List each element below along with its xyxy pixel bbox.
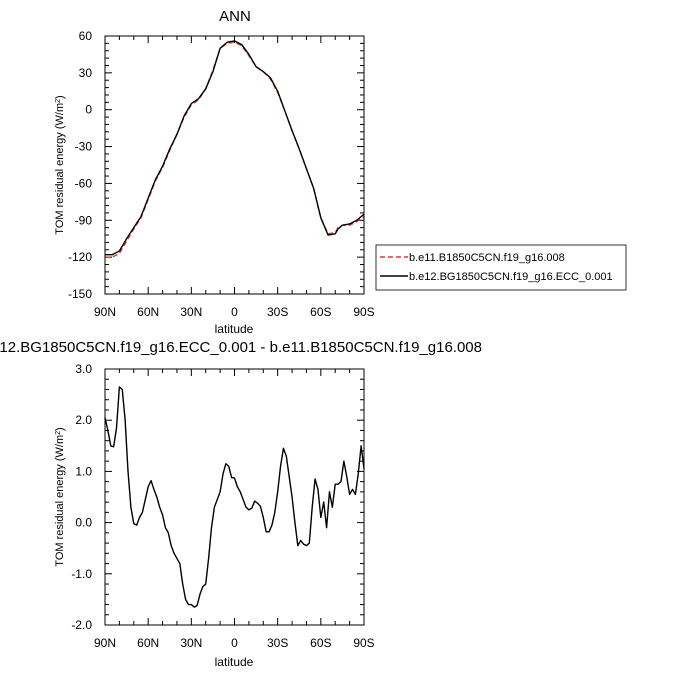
top-y-tick-label: 30 — [79, 66, 93, 80]
top-y-tick-label: -120 — [68, 250, 92, 264]
top-axis-ticks: 90N 60N 30N 0 30S 60S 90S -150 -120 -90 -60 -30 0 30 6… — [68, 29, 375, 319]
bottom-plot-frame — [104, 368, 365, 626]
bottom-y-tick-label: -2.0 — [71, 618, 92, 632]
top-x-tick-label: 60S — [310, 305, 331, 319]
bottom-x-tick-label: 90N — [94, 636, 116, 650]
top-y-tick-label: -90 — [75, 213, 93, 227]
top-y-tick-label: 60 — [79, 29, 93, 43]
bottom-x-tick-label: 60S — [310, 636, 331, 650]
top-chart-title: ANN — [219, 8, 251, 25]
bottom-series-lines — [104, 386, 365, 608]
top-x-tick-label: 60N — [137, 305, 159, 319]
top-plot-frame — [104, 35, 365, 295]
top-y-tick-label: -150 — [68, 287, 92, 301]
bottom-x-tick-label: 30N — [180, 636, 202, 650]
top-series-line-2 — [105, 40, 365, 256]
legend-entry-series-2: b.e12.BG1850C5CN.f19_g16.ECC_0.001 — [409, 271, 613, 283]
bottom-y-tick-label: 1.0 — [75, 464, 92, 478]
bottom-y-tick-label: 0.0 — [75, 516, 92, 530]
top-x-tick-label: 0 — [231, 305, 238, 319]
top-x-tick-label: 30S — [267, 305, 288, 319]
bottom-axis-ticks: 90N 60N 30N 0 30S 60S 90S -2.0 -1.0 0.0 1.0 2.0 3.0 — [71, 362, 374, 650]
top-series-line-1 — [105, 41, 365, 258]
bottom-chart-title: b.e12.BG1850C5CN.f19_g16.ECC_0.001 - b.e… — [0, 339, 482, 356]
top-y-tick-label: 0 — [85, 103, 92, 117]
bottom-x-tick-label: 30S — [267, 636, 288, 650]
top-x-tick-label: 90S — [353, 305, 374, 319]
top-y-tick-label: -60 — [75, 176, 93, 190]
top-x-tick-label: 90N — [94, 305, 116, 319]
bottom-x-axis-label: latitude — [215, 655, 254, 669]
bottom-x-tick-label: 90S — [353, 636, 374, 650]
top-series-lines — [105, 40, 365, 258]
legend: b.e11.B1850C5CN.f19_g16.008 b.e12.BG1850… — [375, 244, 627, 291]
bottom-series-line-1 — [104, 386, 365, 608]
top-x-tick-label: 30N — [180, 305, 202, 319]
bottom-x-tick-label: 0 — [231, 636, 238, 650]
top-panel: ANN 90N 60N 30N 0 30S 60S 90S -150 -120 -90 -60 -30… — [54, 8, 375, 336]
bottom-y-tick-label: -1.0 — [71, 567, 92, 581]
bottom-y-tick-label: 3.0 — [75, 362, 92, 376]
bottom-y-tick-label: 2.0 — [75, 413, 92, 427]
bottom-y-axis-label: TOM residual energy (W/m2) — [54, 427, 66, 566]
top-y-tick-label: -30 — [75, 140, 93, 154]
legend-box — [375, 244, 627, 291]
top-x-axis-label: latitude — [215, 322, 254, 336]
bottom-x-tick-label: 60N — [137, 636, 159, 650]
legend-entry-series-1: b.e11.B1850C5CN.f19_g16.008 — [409, 252, 565, 264]
top-y-axis-label: TOM residual energy (W/m2) — [54, 95, 66, 234]
bottom-panel: b.e12.BG1850C5CN.f19_g16.ECC_0.001 - b.e… — [0, 339, 482, 669]
